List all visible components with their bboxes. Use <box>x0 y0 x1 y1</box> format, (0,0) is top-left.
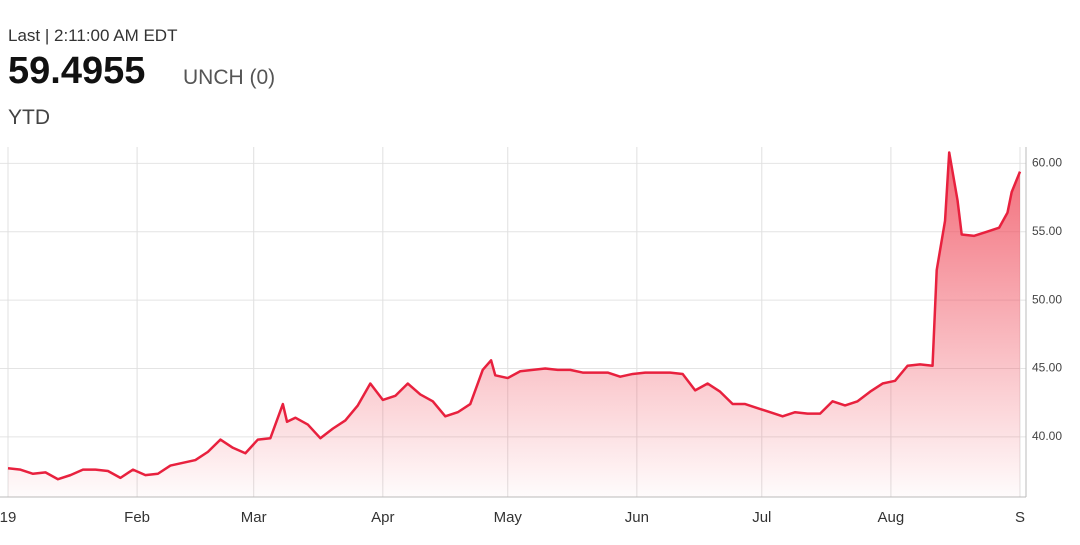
change: UNCH (0) <box>183 66 276 89</box>
x-tick-label: Jul <box>752 509 771 526</box>
x-tick-label: 19 <box>0 509 16 526</box>
price: 59.4955 <box>8 50 146 92</box>
y-tick-label: 45.00 <box>1032 361 1062 375</box>
x-tick-label: Aug <box>878 509 905 526</box>
y-tick-label: 60.00 <box>1032 156 1062 170</box>
x-tick-label: Mar <box>241 509 267 526</box>
y-tick-label: 40.00 <box>1032 429 1062 443</box>
x-tick-label: Feb <box>124 509 150 526</box>
x-tick-label: Apr <box>371 509 394 526</box>
y-tick-label: 55.00 <box>1032 224 1062 238</box>
y-tick-label: 50.00 <box>1032 292 1062 306</box>
last-time: Last | 2:11:00 AM EDT <box>8 26 178 45</box>
x-tick-label: Jun <box>625 509 649 526</box>
x-tick-label: S <box>1015 509 1025 526</box>
area <box>8 152 1020 497</box>
line <box>7 151 1022 481</box>
range: YTD <box>8 106 50 129</box>
x-tick-label: May <box>494 509 523 526</box>
